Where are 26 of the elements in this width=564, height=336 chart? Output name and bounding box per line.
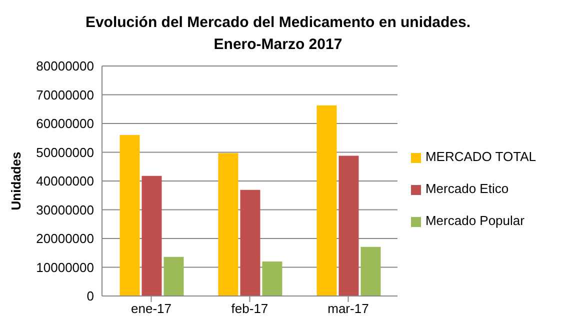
y-tick-label: 40000000 [36, 174, 94, 189]
y-tick-label: 80000000 [36, 58, 94, 74]
bar [262, 262, 282, 296]
bar [360, 246, 381, 296]
y-tick-label: 0 [86, 288, 94, 304]
y-tick-label: 10000000 [36, 260, 94, 275]
y-tick-label: 70000000 [36, 87, 94, 102]
y-tick-label: 50000000 [36, 144, 94, 160]
bar [218, 153, 238, 296]
y-axis-title: Unidades [8, 152, 24, 210]
y-tick-label: 60000000 [36, 116, 94, 132]
x-tick-label: mar-17 [328, 301, 369, 316]
x-tick-label: feb-17 [231, 301, 268, 316]
bar [240, 190, 260, 296]
y-tick-label: 20000000 [36, 231, 94, 246]
legend-label: MERCADO TOTAL [425, 149, 536, 164]
bar [338, 156, 359, 296]
bar [316, 105, 337, 296]
x-tick-label: ene-17 [131, 301, 172, 316]
legend-label: Mercado Etico [425, 181, 509, 196]
bar [120, 135, 140, 296]
bar [164, 256, 184, 296]
bar [142, 176, 162, 296]
y-tick-label: 30000000 [36, 202, 94, 218]
legend-label: Mercado Popular [425, 213, 524, 228]
chart-title: Evolución del Mercado del Medicamento en unidades. Enero-Marzo 2017 [84, 13, 472, 55]
